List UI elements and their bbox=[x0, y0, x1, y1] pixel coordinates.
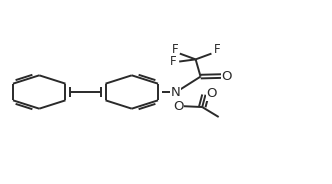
Text: O: O bbox=[173, 100, 184, 113]
Text: F: F bbox=[172, 43, 178, 56]
Text: O: O bbox=[206, 87, 217, 100]
Text: F: F bbox=[214, 43, 221, 56]
Text: F: F bbox=[170, 55, 177, 68]
Text: N: N bbox=[171, 86, 181, 98]
Text: O: O bbox=[221, 70, 232, 83]
